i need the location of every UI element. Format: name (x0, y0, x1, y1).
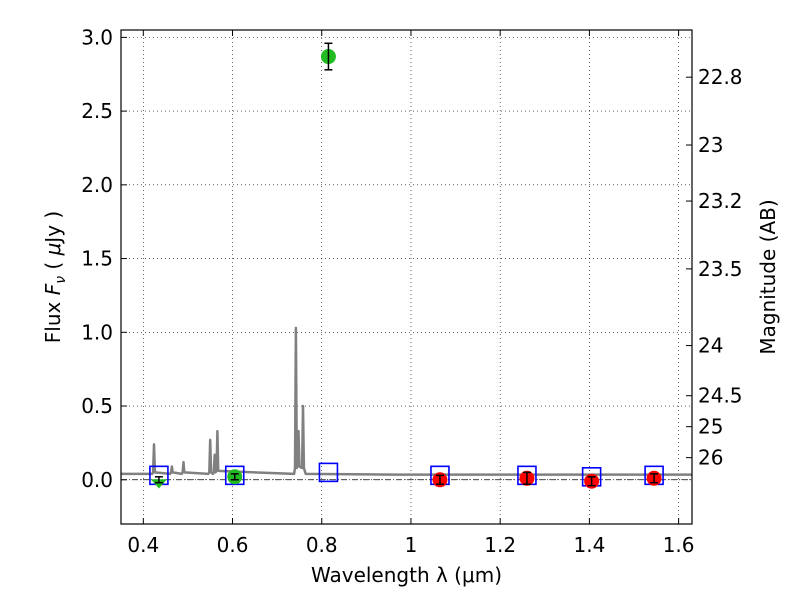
model-spectrum-line (121, 326, 692, 476)
y2-tick-label: 24.5 (698, 384, 743, 408)
axis-ticks: 0.4 0.6 0.8 1 1.2 1.4 1.6 0.0 0.5 1.0 1.5 2.0 2.5 3.0… (81, 25, 742, 557)
y2-tick-label: 23.2 (698, 189, 743, 213)
y2-tick-label: 24 (698, 334, 723, 358)
grid (121, 30, 692, 524)
y2-tick-label: 22.8 (698, 65, 743, 89)
x-tick-label: 0.8 (306, 533, 338, 557)
model-photometry-square (318, 462, 339, 483)
plot-series (121, 42, 692, 489)
y2-axis-title: Magnitude (AB) (756, 199, 780, 354)
y-tick-label: 0.5 (81, 394, 113, 418)
y-tick-label: 3.0 (81, 25, 113, 49)
x-tick-label: 0.4 (127, 533, 159, 557)
y-tick-label: 2.0 (81, 173, 113, 197)
y-tick-label: 1.0 (81, 320, 113, 344)
y-tick-label: 0.0 (81, 468, 113, 492)
x-axis-title: Wavelength λ (μm) (311, 563, 502, 587)
plot-frame (120, 29, 693, 525)
y2-tick-label: 25 (698, 415, 723, 439)
y2-tick-label: 23.5 (698, 257, 743, 281)
y-tick-label: 2.5 (81, 99, 113, 123)
y-tick-label: 1.5 (81, 247, 113, 271)
y-axis-title: Flux Fν ( μJy ) (41, 211, 69, 343)
x-tick-label: 1.2 (484, 533, 516, 557)
x-tick-label: 1.6 (663, 533, 695, 557)
model-photometry-square (224, 465, 245, 486)
x-tick-label: 0.6 (217, 533, 249, 557)
y2-tick-label: 23 (698, 133, 723, 157)
x-tick-label: 1 (405, 533, 418, 557)
y2-tick-label: 26 (698, 446, 723, 470)
x-tick-label: 1.4 (573, 533, 605, 557)
